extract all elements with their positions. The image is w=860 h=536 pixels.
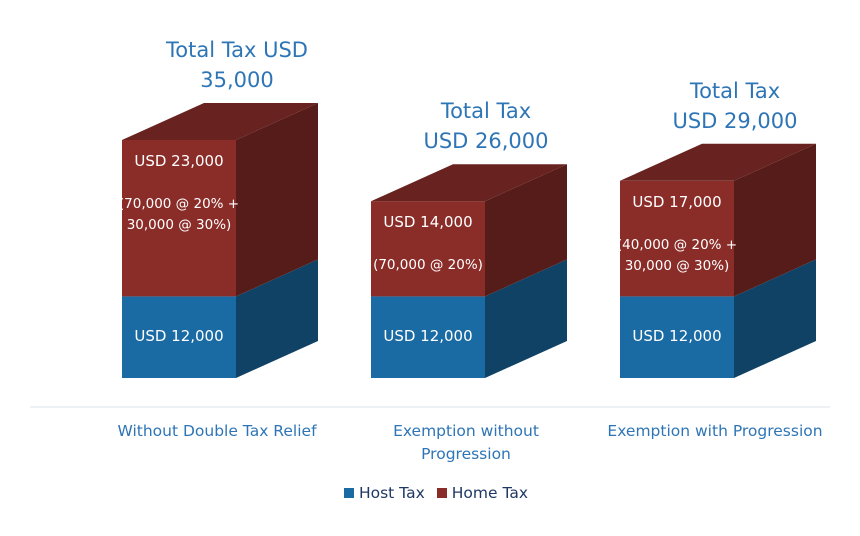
bar-segment bbox=[620, 259, 816, 378]
value-label: USD 12,000 bbox=[383, 327, 473, 346]
value-label: USD 14,000 bbox=[383, 213, 473, 232]
bar-note: (40,000 @ 20% + 30,000 @ 30%) bbox=[616, 236, 738, 274]
bar-top bbox=[620, 143, 816, 181]
bar-segment bbox=[371, 259, 567, 378]
bar-side bbox=[485, 259, 567, 378]
legend-swatch bbox=[343, 488, 354, 498]
bar-top bbox=[371, 164, 567, 202]
bar-front bbox=[371, 201, 485, 297]
total-label: Total Tax USD 26,000 bbox=[423, 99, 549, 154]
value-label: USD 23,000 bbox=[134, 152, 224, 170]
bar-segment bbox=[371, 164, 567, 297]
value-label: USD 12,000 bbox=[134, 327, 224, 346]
legend-label: Home Tax bbox=[451, 484, 529, 502]
bar-front bbox=[620, 180, 734, 297]
bar-front bbox=[620, 296, 734, 378]
bar-front bbox=[122, 296, 236, 378]
bar-segment bbox=[122, 259, 318, 378]
total-label: Total Tax USD 35,000 bbox=[166, 38, 308, 92]
legend: Host Tax Home Tax bbox=[0, 484, 860, 502]
bar-side bbox=[236, 259, 318, 378]
bar-side bbox=[236, 103, 318, 297]
bar-front bbox=[122, 140, 236, 297]
x-tick-label: Exemption with Progression bbox=[607, 422, 823, 440]
bar-segment bbox=[620, 143, 816, 297]
legend-swatch bbox=[436, 488, 447, 498]
bar-side bbox=[734, 143, 816, 297]
bar-top bbox=[122, 103, 318, 140]
bar-side bbox=[734, 259, 816, 378]
bar-segment bbox=[122, 103, 318, 297]
legend-label: Host Tax bbox=[358, 484, 425, 502]
total-label: Total Tax USD 29,000 bbox=[672, 78, 798, 133]
value-label: USD 12,000 bbox=[632, 327, 722, 346]
bar-note: (70,000 @ 20% + 30,000 @ 30%) bbox=[118, 196, 240, 233]
bar-side bbox=[485, 164, 567, 297]
x-tick-label: Exemption without Progression bbox=[393, 422, 539, 463]
x-tick-label: Without Double Tax Relief bbox=[117, 422, 317, 440]
bar-note: (70,000 @ 20%) bbox=[373, 257, 483, 274]
bar-front bbox=[371, 296, 485, 378]
value-label: USD 17,000 bbox=[632, 192, 722, 211]
